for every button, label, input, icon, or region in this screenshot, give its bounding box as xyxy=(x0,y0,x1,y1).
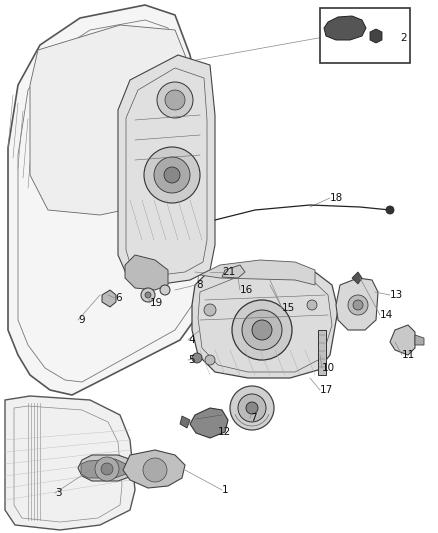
Circle shape xyxy=(160,285,170,295)
Text: 7: 7 xyxy=(250,413,257,423)
Circle shape xyxy=(307,300,317,310)
Polygon shape xyxy=(370,29,382,43)
Circle shape xyxy=(232,300,292,360)
Circle shape xyxy=(164,167,180,183)
Text: 11: 11 xyxy=(402,350,415,360)
Circle shape xyxy=(192,353,202,363)
Polygon shape xyxy=(192,268,338,378)
Circle shape xyxy=(145,292,151,298)
Polygon shape xyxy=(118,55,215,285)
Circle shape xyxy=(141,288,155,302)
Text: 8: 8 xyxy=(196,280,203,290)
Circle shape xyxy=(386,206,394,214)
Circle shape xyxy=(238,394,266,422)
Text: 6: 6 xyxy=(115,293,122,303)
Circle shape xyxy=(144,147,200,203)
Text: 16: 16 xyxy=(240,285,253,295)
Polygon shape xyxy=(125,255,168,290)
Polygon shape xyxy=(390,325,415,355)
Text: 17: 17 xyxy=(320,385,333,395)
Text: 5: 5 xyxy=(188,355,194,365)
Circle shape xyxy=(101,463,113,475)
Polygon shape xyxy=(78,455,136,481)
Polygon shape xyxy=(102,290,116,307)
Polygon shape xyxy=(123,450,185,488)
Circle shape xyxy=(242,310,282,350)
Circle shape xyxy=(204,304,216,316)
Text: 3: 3 xyxy=(55,488,62,498)
Circle shape xyxy=(353,300,363,310)
Text: 15: 15 xyxy=(282,303,295,313)
Polygon shape xyxy=(200,260,315,285)
Polygon shape xyxy=(5,396,135,530)
Circle shape xyxy=(205,355,215,365)
Polygon shape xyxy=(30,25,198,215)
Text: 1: 1 xyxy=(222,485,229,495)
Text: 21: 21 xyxy=(222,267,235,277)
Polygon shape xyxy=(318,330,326,375)
Text: 9: 9 xyxy=(78,315,85,325)
Circle shape xyxy=(165,90,185,110)
Polygon shape xyxy=(180,416,190,428)
Circle shape xyxy=(230,386,274,430)
Text: 10: 10 xyxy=(322,363,335,373)
Polygon shape xyxy=(415,335,424,345)
Circle shape xyxy=(143,458,167,482)
Text: 4: 4 xyxy=(188,335,194,345)
Text: 19: 19 xyxy=(150,298,163,308)
Circle shape xyxy=(95,457,119,481)
Polygon shape xyxy=(324,16,366,40)
Circle shape xyxy=(154,157,190,193)
Bar xyxy=(320,8,410,63)
Circle shape xyxy=(348,295,368,315)
Polygon shape xyxy=(352,272,362,284)
Polygon shape xyxy=(81,459,126,478)
Circle shape xyxy=(246,402,258,414)
Circle shape xyxy=(252,320,272,340)
Polygon shape xyxy=(190,408,228,438)
Text: 12: 12 xyxy=(218,427,231,437)
Polygon shape xyxy=(8,5,210,395)
Text: 13: 13 xyxy=(390,290,403,300)
Polygon shape xyxy=(222,265,245,278)
Text: 2: 2 xyxy=(400,33,406,43)
Text: 18: 18 xyxy=(330,193,343,203)
Circle shape xyxy=(157,82,193,118)
Polygon shape xyxy=(336,278,378,330)
Text: 14: 14 xyxy=(380,310,393,320)
